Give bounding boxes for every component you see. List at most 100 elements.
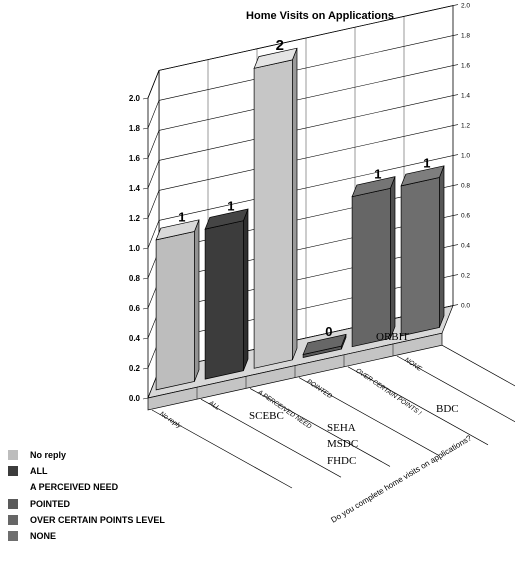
- right-tick-label: 0.0: [461, 303, 470, 310]
- legend-swatch: [8, 450, 18, 460]
- category-drop-line: [151, 409, 293, 489]
- bar-data-label: 2: [276, 37, 284, 54]
- category-drop-line: [200, 398, 342, 478]
- bar-top-face: [400, 165, 445, 187]
- bar-2: 1: [204, 199, 249, 380]
- right-tick-mark: [452, 304, 459, 306]
- left-tick-label: 1.2: [129, 214, 141, 223]
- bar-front-face: [400, 177, 440, 337]
- category-drop-line: [249, 388, 391, 467]
- right-tick-mark: [452, 184, 459, 186]
- floating-label-fhdc: FHDC: [327, 455, 356, 467]
- bar-3: 2: [253, 37, 298, 369]
- right-tick-label: 1.4: [461, 93, 470, 100]
- right-tick-label: 1.8: [461, 33, 470, 40]
- bar-side-face: [439, 165, 445, 328]
- right-tick-mark: [452, 244, 459, 246]
- legend-swatch: [8, 530, 18, 541]
- legend-item: NONE: [8, 530, 165, 541]
- right-tick-mark: [452, 94, 459, 96]
- legend-label: ALL: [30, 466, 48, 477]
- category-tick-label: ALL: [207, 399, 222, 412]
- left-tick-mark: [142, 97, 149, 100]
- bar-data-label: 0: [325, 324, 332, 339]
- left-tick-mark: [142, 337, 149, 340]
- left-tick-label: 1.8: [129, 124, 141, 133]
- legend-swatch: [8, 498, 18, 509]
- bar-front-face: [351, 187, 391, 348]
- bar-data-label: 1: [423, 156, 430, 171]
- category-drop-line: [298, 377, 440, 456]
- bar-side-face: [390, 176, 396, 339]
- right-tick-label: 2.0: [461, 3, 470, 10]
- right-tick-label: 1.2: [461, 123, 470, 130]
- right-tick-label: 0.6: [461, 213, 470, 220]
- legend-swatch: [8, 514, 18, 525]
- floating-label-seha: SEHA: [327, 422, 356, 434]
- right-tick-label: 0.2: [461, 273, 470, 280]
- category-drop-line: [441, 344, 515, 387]
- bar-top-face: [302, 333, 347, 355]
- chart-title: Home Visits on Applications: [246, 10, 394, 22]
- bar-4: 0: [302, 324, 347, 358]
- right-tick-mark: [452, 274, 459, 276]
- floating-label-scebc: SCEBC: [249, 410, 284, 422]
- category-tick-label: POINTED: [305, 378, 333, 400]
- right-tick-label: 0.4: [461, 243, 470, 250]
- bars: 1 1 2 0 1 1: [155, 37, 445, 391]
- bar-front-face: [204, 220, 244, 380]
- legend-label: OVER CERTAIN POINTS LEVEL: [30, 514, 165, 525]
- floating-label-bdc: BDC: [436, 403, 459, 415]
- right-tick-label: 1.0: [461, 153, 470, 160]
- left-tick-mark: [142, 217, 149, 220]
- category-drop-line: [347, 366, 489, 446]
- bar-front-face: [155, 231, 195, 391]
- right-tick-mark: [452, 124, 459, 126]
- floating-labels: ORBIT SCEBC BDC SEHA MSDC FHDC: [249, 331, 459, 467]
- left-tick-label: 1.4: [129, 184, 141, 193]
- left-tick-mark: [142, 277, 149, 280]
- left-tick-mark: [142, 397, 149, 400]
- left-axis-ticks: 0.0 0.2 0.4 0.6 0.8 1.0 1.2 1.4 1.6 1.8 2.0: [129, 94, 149, 403]
- floating-label-orbit: ORBIT: [376, 331, 409, 343]
- left-tick-mark: [142, 367, 149, 370]
- bar-data-label: 1: [374, 166, 381, 181]
- left-tick-label: 0.4: [129, 334, 141, 343]
- left-tick-label: 0.0: [129, 394, 141, 403]
- bar-top-face: [204, 208, 249, 230]
- bar-side-face: [243, 208, 249, 371]
- legend-item: No reply: [8, 450, 165, 460]
- bar-top-face: [155, 219, 200, 241]
- category-drop-line: [396, 355, 515, 423]
- right-tick-mark: [452, 154, 459, 156]
- category-tick-label: No reply: [158, 410, 183, 430]
- legend-label: NONE: [30, 530, 57, 541]
- bar-front-face: [253, 59, 293, 369]
- bar-top-face: [253, 47, 298, 69]
- legend-label: A PERCEIVED NEED: [30, 482, 119, 493]
- category-tick-label: NONE: [403, 356, 423, 373]
- left-tick-mark: [142, 127, 149, 130]
- bar-side-face: [194, 219, 200, 382]
- legend: No reply ALL A PERCEIVED NEED POINTED OVER C…: [8, 450, 165, 547]
- legend-swatch: [8, 482, 18, 492]
- right-tick-mark: [452, 4, 459, 6]
- left-tick-mark: [142, 307, 149, 310]
- bar-top-face: [351, 176, 396, 198]
- right-tick-mark: [452, 34, 459, 36]
- bar-data-label: 1: [178, 210, 185, 225]
- legend-label: POINTED: [30, 498, 71, 509]
- right-tick-label: 1.6: [461, 63, 470, 70]
- legend-item: ALL: [8, 466, 165, 477]
- left-tick-label: 2.0: [129, 94, 141, 103]
- bar-1: 1: [155, 210, 200, 391]
- legend-item: A PERCEIVED NEED: [8, 482, 165, 492]
- bar-data-label: 1: [227, 199, 234, 214]
- left-tick-label: 0.6: [129, 304, 141, 313]
- left-tick-label: 0.2: [129, 364, 141, 373]
- right-tick-mark: [452, 214, 459, 216]
- floating-label-msdc: MSDC: [327, 438, 358, 450]
- right-tick-label: 0.8: [461, 183, 470, 190]
- legend-item: POINTED: [8, 498, 165, 509]
